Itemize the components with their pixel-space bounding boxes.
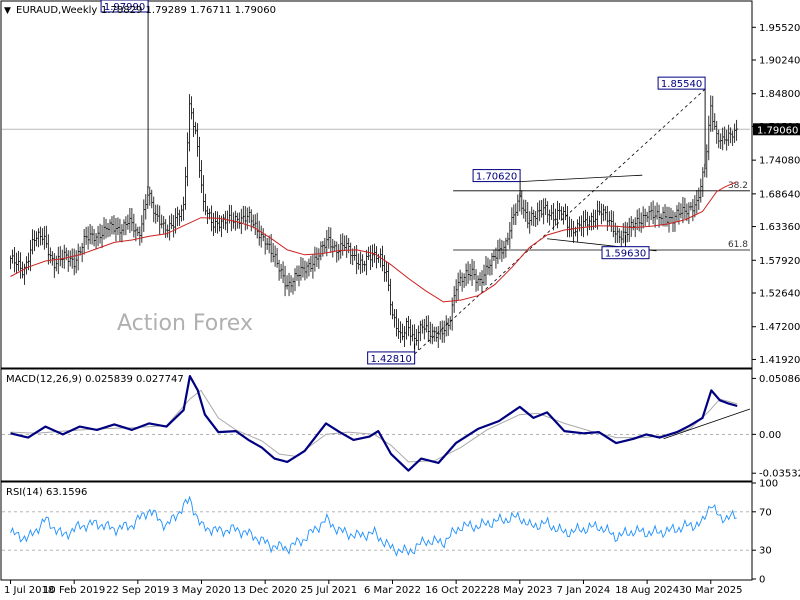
moving-average-line — [10, 181, 738, 303]
macd-ytick-label: 0.050863 — [759, 374, 800, 385]
price-ytick-label: 1.90240 — [759, 56, 800, 67]
macd-ytick-label: -0.035322 — [759, 469, 800, 480]
annotation-label: 1.42810 — [370, 354, 411, 365]
rsi-grid-layer — [2, 511, 750, 551]
watermark: Action Forex — [117, 311, 253, 336]
rsi-yaxis: 100 70 30 0 — [752, 479, 778, 586]
price-yaxis: 1.955201.902401.848001.795201.740801.686… — [752, 23, 800, 366]
price-ytick-label: 1.74080 — [759, 156, 800, 167]
current-price-tag-label: 1.79060 — [757, 125, 798, 136]
fib-level-label: 38.2 — [728, 181, 748, 191]
rsi-series-layer — [10, 495, 737, 557]
annotation-box — [472, 169, 521, 183]
annotation-box — [601, 246, 650, 260]
rsi-ytick-label: 0 — [759, 575, 765, 586]
annotation-label: 1.70620 — [476, 172, 517, 183]
price-annotation: 1.97990 — [100, 0, 149, 13]
rsi-ytick-label: 30 — [759, 546, 772, 557]
rsi-panel-frame — [0, 481, 753, 581]
rsi-ytick-label: 70 — [759, 507, 772, 518]
price-ytick-label: 1.68640 — [759, 189, 800, 200]
price-annotation: 1.42810 — [367, 351, 416, 365]
price-ytick-label: 1.47200 — [759, 322, 800, 333]
price-ytick-label: 1.84800 — [759, 89, 800, 100]
xtick-label: 16 Oct 2022 — [425, 585, 487, 596]
xtick-label: 1 Jul 2018 — [4, 585, 54, 596]
price-annotation: 1.70620 — [472, 169, 521, 183]
xtick-label: 3 May 2020 — [172, 585, 231, 596]
chart-header-triangle: ▼ — [4, 6, 11, 16]
rsi-line — [10, 495, 737, 557]
xtick-label: 30 Mar 2025 — [679, 585, 742, 596]
xtick-label: 7 Jan 2024 — [557, 585, 611, 596]
price-ytick-label: 1.41920 — [759, 355, 800, 366]
price-panel-frame — [0, 0, 753, 369]
xtick-label: 13 Dec 2020 — [233, 585, 297, 596]
macd-panel-frame — [0, 368, 753, 482]
macd-ytick-label: 0.00 — [759, 430, 781, 441]
annotation-label: 1.59630 — [605, 249, 646, 260]
annotation-box — [657, 76, 706, 90]
xtick-label: 25 Jul 2021 — [301, 585, 358, 596]
price-ytick-label: 1.95520 — [759, 23, 800, 34]
xtick-label: 18 Aug 2024 — [615, 585, 679, 596]
price-annotation: 1.85540 — [657, 76, 706, 90]
ohlc-readout: 1.78829 1.79289 1.76711 1.79060 — [101, 5, 276, 16]
fib-level-label: 61.8 — [728, 240, 748, 250]
price-ytick-label: 1.63360 — [759, 222, 800, 233]
annotation-layer: 1.97990 1.85540 1.70620 1.59630 1.42810 — [100, 0, 706, 365]
macd-yaxis: 0.050863 0.00 -0.035322 — [752, 374, 800, 480]
price-annotation: 1.59630 — [601, 246, 650, 260]
xtick-label: 22 Sep 2019 — [106, 585, 169, 596]
xtick-label: 10 Feb 2019 — [43, 585, 105, 596]
annotation-label: 1.85540 — [661, 79, 702, 90]
current-price-tag — [753, 123, 800, 136]
xtick-label: 28 May 2023 — [487, 585, 552, 596]
rsi-ytick-label: 100 — [759, 479, 778, 490]
price-ytick-label: 1.52640 — [759, 289, 800, 300]
annotation-label: 1.97990 — [104, 2, 145, 13]
symbol-timeframe-label: EURAUD,Weekly — [16, 5, 97, 16]
macd-label: MACD(12,26,9) 0.025839 0.027747 — [6, 374, 184, 385]
price-ytick-label: 1.57920 — [759, 256, 800, 267]
price-series-layer — [10, 11, 739, 354]
triangle-upper-line — [519, 174, 643, 182]
annotation-box — [367, 351, 416, 365]
annotation-box — [100, 0, 149, 13]
macd-support-line — [663, 408, 751, 440]
macd-main-line — [10, 375, 738, 472]
macd-series-layer — [10, 375, 751, 472]
rsi-label: RSI(14) 63.1596 — [6, 487, 87, 498]
xtick-label: 6 Mar 2022 — [364, 585, 421, 596]
